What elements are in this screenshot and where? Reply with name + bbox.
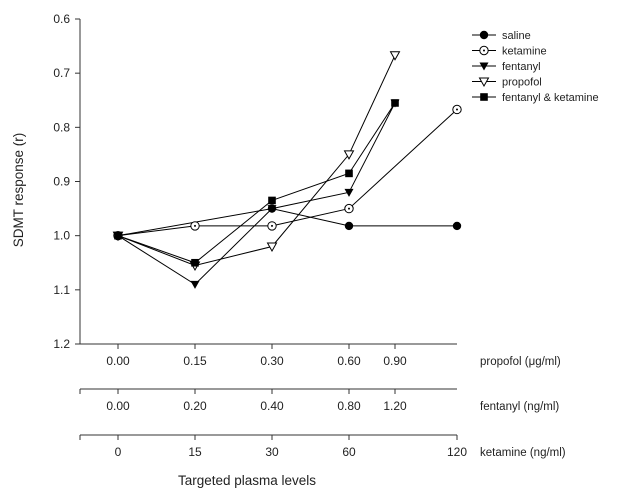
x-tick-label: 0.20 bbox=[183, 399, 207, 413]
data-point bbox=[267, 205, 277, 214]
legend-item: saline bbox=[472, 30, 531, 42]
series-ketamine bbox=[113, 104, 462, 241]
data-point bbox=[345, 169, 353, 178]
data-point bbox=[452, 221, 462, 231]
legend-marker bbox=[478, 77, 490, 88]
y-tick-label: 0.6 bbox=[53, 12, 70, 26]
legend-item: propofol bbox=[472, 77, 542, 89]
data-point bbox=[344, 203, 354, 214]
legend-marker bbox=[480, 93, 488, 101]
data-point bbox=[344, 188, 354, 197]
data-point bbox=[268, 196, 276, 205]
data-point bbox=[389, 51, 401, 61]
series-line bbox=[117, 109, 458, 237]
y-tick-label: 0.7 bbox=[53, 66, 70, 80]
legend-label: fentanyl bbox=[502, 61, 541, 73]
legend-marker bbox=[479, 30, 489, 40]
series-line bbox=[117, 55, 396, 266]
x-tick-label: 0.00 bbox=[106, 399, 130, 413]
x-tick-label: 0.00 bbox=[106, 354, 130, 368]
x-tick-label: 0.40 bbox=[260, 399, 284, 413]
x-axis-ketamine: 0 15 30 60 120 ketamine (ng/ml) bbox=[79, 434, 566, 459]
data-point bbox=[343, 150, 355, 160]
legend-label: fentanyl & ketamine bbox=[502, 92, 599, 104]
x-tick-label: 15 bbox=[188, 445, 202, 459]
series-line bbox=[117, 102, 396, 286]
legend-label: propofol bbox=[502, 77, 542, 89]
legend-item: ketamine bbox=[472, 46, 547, 58]
y-tick-label: 1.2 bbox=[53, 337, 70, 351]
legend-item: fentanyl & ketamine bbox=[472, 92, 599, 104]
x-tick-label: 1.20 bbox=[383, 399, 407, 413]
data-point bbox=[266, 242, 278, 253]
y-tick-label: 0.8 bbox=[53, 120, 70, 134]
data-point bbox=[267, 221, 277, 231]
data-point bbox=[344, 221, 354, 231]
x-axis-fentanyl-label: fentanyl (ng/ml) bbox=[480, 401, 559, 413]
series-fentanyl-ketamine bbox=[114, 99, 399, 267]
series-fentanyl bbox=[113, 99, 400, 289]
x-tick-label: 0.30 bbox=[260, 354, 284, 368]
legend-marker bbox=[479, 62, 489, 71]
y-tick-label: 0.9 bbox=[53, 175, 70, 189]
data-point bbox=[191, 258, 199, 267]
data-point bbox=[452, 104, 462, 115]
data-point bbox=[190, 280, 200, 289]
x-tick-label: 0.80 bbox=[337, 399, 361, 413]
x-axes: 0.00 0.15 0.30 0.60 0.90 propofol (μg/ml)0.00… bbox=[79, 343, 566, 459]
x-axis-fentanyl: 0.00 0.20 0.40 0.80 1.20 fentanyl (ng/ml) bbox=[79, 388, 559, 413]
data-point bbox=[391, 99, 399, 107]
x-tick-label: 120 bbox=[447, 445, 467, 459]
legend-label: saline bbox=[502, 30, 531, 42]
y-axis: 0.6 0.7 0.8 0.9 1.0 1.1 1.2 bbox=[53, 12, 81, 351]
x-tick-label: 60 bbox=[342, 445, 356, 459]
data-point bbox=[190, 221, 200, 231]
x-tick-label: 0.60 bbox=[337, 354, 361, 368]
y-tick-label: 1.1 bbox=[53, 283, 70, 297]
x-tick-label: 0.15 bbox=[183, 354, 207, 368]
x-axis-propofol-label: propofol (μg/ml) bbox=[480, 356, 561, 368]
data-point bbox=[114, 231, 122, 240]
x-axis-ketamine-label: ketamine (ng/ml) bbox=[480, 447, 566, 459]
series-group bbox=[112, 51, 462, 289]
legend-item: fentanyl bbox=[472, 61, 541, 73]
x-tick-label: 0 bbox=[115, 445, 122, 459]
y-tick-label: 1.0 bbox=[53, 229, 70, 243]
x-axis-propofol: 0.00 0.15 0.30 0.60 0.90 propofol (μg/ml) bbox=[80, 343, 561, 368]
x-axis-label: Targeted plasma levels bbox=[178, 473, 316, 488]
x-tick-label: 30 bbox=[265, 445, 279, 459]
legend-marker bbox=[479, 45, 489, 56]
legend-label: ketamine bbox=[502, 46, 547, 58]
x-tick-label: 0.90 bbox=[383, 354, 407, 368]
y-axis-label: SDMT response (r) bbox=[11, 133, 26, 248]
legend: saline ketamine fentanyl propofol fentanyl &… bbox=[472, 30, 599, 104]
